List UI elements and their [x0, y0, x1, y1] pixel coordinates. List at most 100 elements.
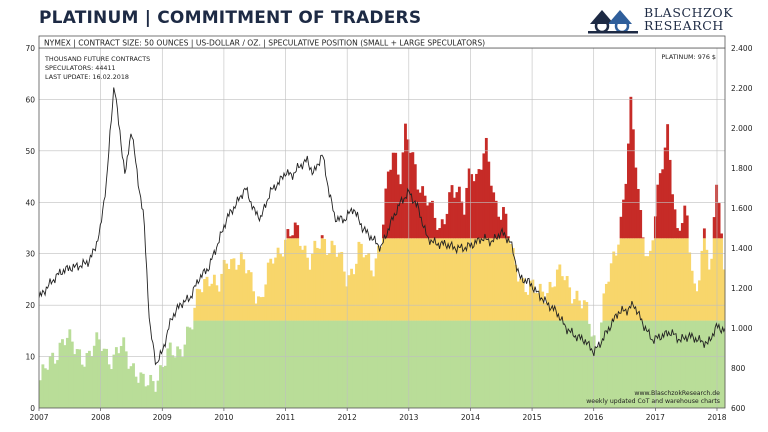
position-bar-green [715, 320, 719, 408]
position-bar-green [114, 347, 118, 408]
position-bar-green [88, 350, 91, 408]
position-bar-yellow [644, 256, 647, 321]
position-bar-green [252, 320, 255, 408]
position-bar-green [61, 339, 64, 408]
position-bar-red [384, 188, 388, 239]
position-bar-yellow [318, 248, 322, 321]
position-bar-green [350, 320, 353, 408]
position-bar-green [450, 320, 454, 408]
position-bar-red [712, 217, 716, 239]
position-bar-yellow [386, 238, 390, 321]
y-right-tick-label: 2.400 [731, 44, 753, 53]
position-bar-green [333, 320, 336, 408]
position-bar-green [541, 320, 545, 408]
position-bar-green [502, 320, 505, 408]
position-bar-green [48, 356, 52, 408]
position-bar-green [592, 335, 596, 408]
position-bar-yellow [690, 270, 694, 321]
position-bar-green [139, 372, 143, 408]
position-bar-red [320, 235, 324, 239]
position-bar-green [181, 357, 184, 408]
chart-title: PLATINUM | COMMITMENT OF TRADERS [39, 8, 422, 28]
position-bar-yellow [563, 280, 567, 321]
position-bar-green [575, 320, 579, 408]
position-bar-green [315, 320, 319, 408]
y-left-tick-label: 60 [25, 95, 35, 104]
position-bar-yellow [384, 238, 388, 321]
position-bar-yellow [337, 252, 341, 321]
position-bar-green [90, 356, 94, 408]
position-bar-green [63, 345, 67, 408]
position-bar-red [717, 203, 721, 239]
position-bar-yellow [612, 251, 616, 321]
position-bar-red [428, 202, 432, 239]
position-bar-green [600, 322, 603, 408]
position-bar-green [499, 320, 503, 408]
position-bar-green [85, 353, 89, 408]
x-tick-label: 2018 [707, 413, 726, 422]
position-bar-red [504, 213, 508, 239]
position-bar-green [690, 320, 694, 408]
y-left-tick-label: 20 [25, 301, 35, 310]
position-bar-yellow [627, 238, 630, 321]
position-bar-green [310, 320, 314, 408]
position-bar-yellow [193, 307, 197, 321]
position-bar-red [641, 237, 645, 239]
position-bar-green [455, 320, 459, 408]
position-bar-green [110, 369, 113, 408]
position-bar-red [499, 219, 503, 239]
logo-line-1: BLASCHZOK [644, 5, 734, 20]
y-right-tick-label: 600 [731, 404, 746, 413]
position-bar-green [102, 348, 106, 408]
position-bar-green [122, 337, 126, 408]
position-bar-yellow [391, 238, 395, 321]
position-bar-green [453, 320, 456, 408]
position-bar-red [443, 224, 447, 239]
position-bar-green [39, 380, 42, 408]
position-bar-yellow [306, 257, 309, 321]
position-bar-yellow [408, 238, 412, 321]
position-bar-green [624, 320, 628, 408]
position-bar-yellow [404, 238, 407, 321]
position-bar-yellow [235, 269, 238, 321]
position-bar-yellow [450, 238, 454, 321]
position-bar-green [362, 320, 366, 408]
position-bar-yellow [619, 238, 623, 321]
position-bar-yellow [492, 238, 496, 321]
position-bar-green [161, 367, 165, 408]
position-bar-red [401, 152, 405, 239]
position-bar-green [129, 366, 133, 408]
position-bar-yellow [232, 258, 236, 321]
position-bar-yellow [379, 246, 383, 321]
position-bar-green [597, 346, 601, 408]
position-bar-yellow [506, 238, 510, 321]
position-bar-yellow [702, 238, 706, 321]
position-bar-yellow [345, 286, 349, 321]
position-bar-yellow [279, 254, 282, 321]
y-left-tick-label: 0 [30, 404, 35, 413]
position-bar-green [141, 373, 145, 408]
position-bar-yellow [695, 291, 699, 321]
position-bar-yellow [374, 258, 378, 321]
position-bar-green [144, 386, 148, 408]
position-bar-yellow [340, 251, 344, 321]
position-bar-yellow [220, 273, 224, 321]
position-bar-green [433, 320, 437, 408]
position-bar-green [337, 320, 341, 408]
position-bar-yellow [511, 248, 515, 321]
position-bar-red [482, 153, 486, 239]
position-bar-yellow [367, 252, 371, 321]
position-bar-green [124, 351, 128, 408]
position-bar-yellow [453, 238, 456, 321]
position-bar-yellow [203, 279, 206, 321]
position-bar-green [235, 320, 238, 408]
position-bar-red [453, 197, 456, 239]
position-bar-green [421, 320, 425, 408]
position-bar-green [524, 320, 527, 408]
position-bar-green [232, 320, 236, 408]
position-bar-yellow [460, 238, 464, 321]
position-bar-red [663, 147, 667, 239]
position-bar-green [237, 320, 241, 408]
position-bar-red [448, 192, 451, 239]
position-bar-green [389, 320, 393, 408]
